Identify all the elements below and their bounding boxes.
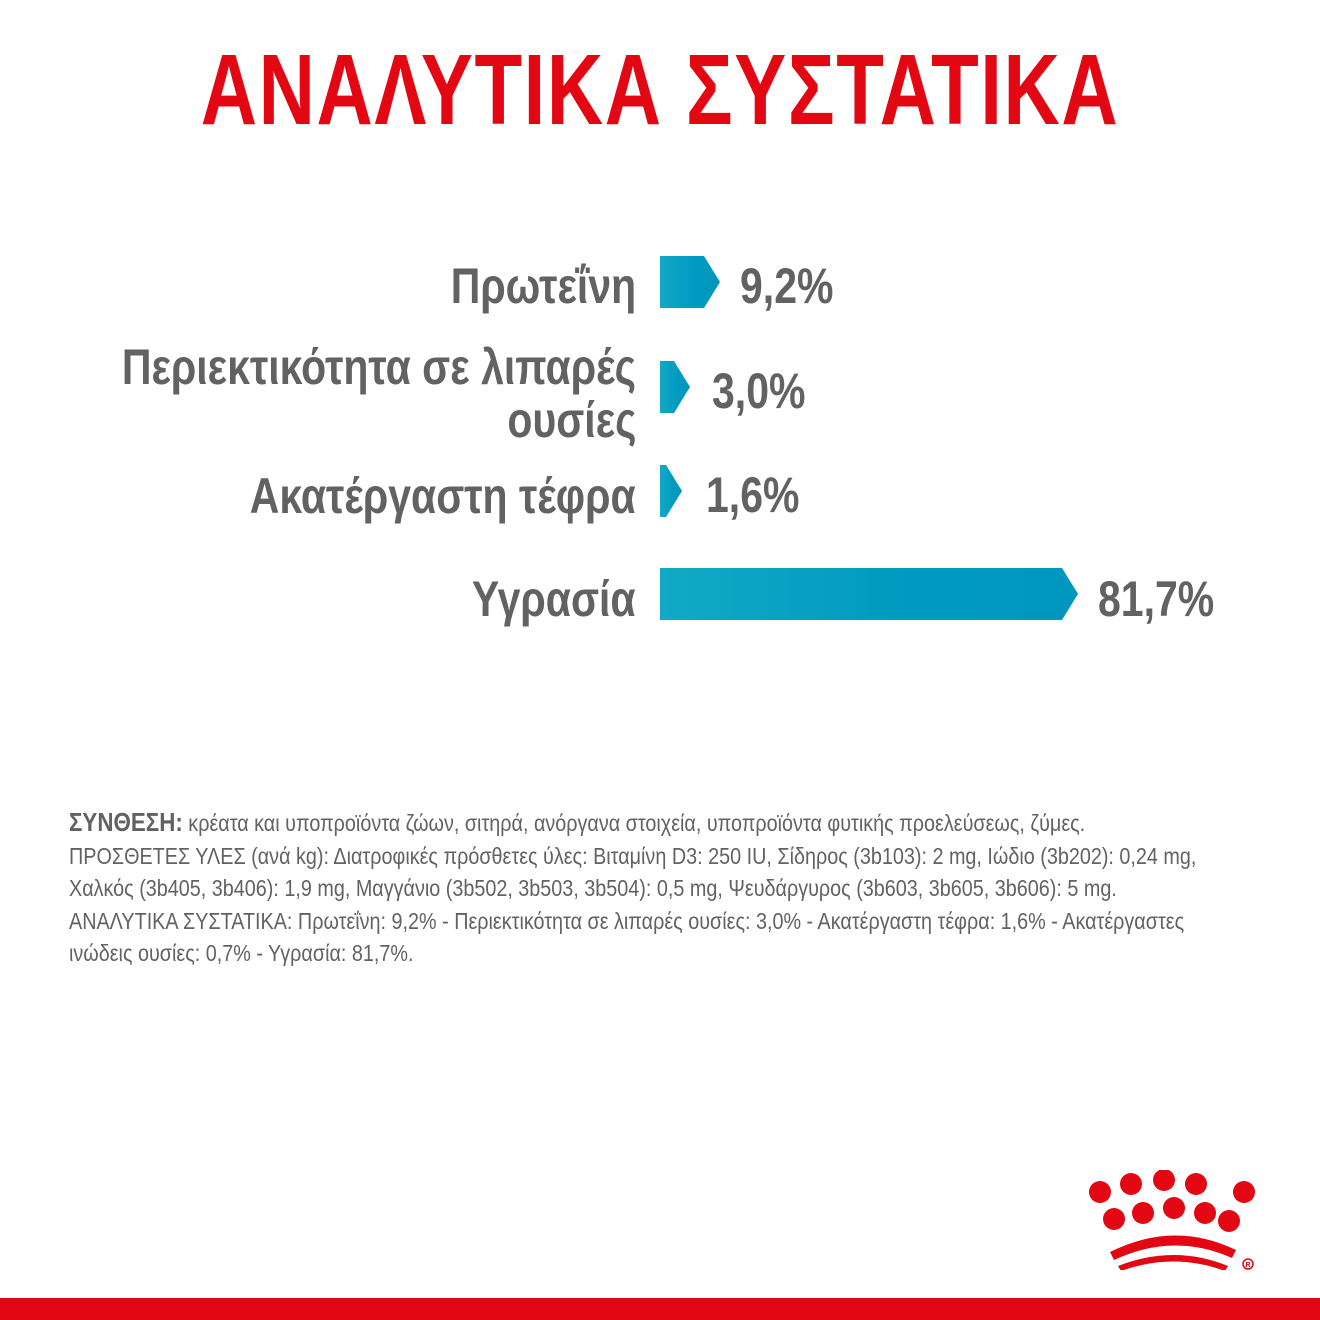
- analytical-constituents-chart: Πρωτεΐνη 9,2% Περιεκτικότητα σε λιπαρές …: [121, 256, 1215, 627]
- composition-text: ΣΥΝΘΕΣΗ: κρέατα και υποπροϊόντα ζώων, σι…: [69, 806, 1249, 970]
- bar-label: Περιεκτικότητα σε λιπαρές: [121, 339, 636, 395]
- bar-label: Υγρασία: [472, 571, 636, 627]
- bar-ash: [660, 465, 682, 517]
- bar-fat: [660, 361, 690, 413]
- crown-logo-icon: R: [1089, 1170, 1255, 1270]
- bar-label-continued: ουσίες: [506, 392, 636, 448]
- bar-value: 1,6%: [706, 467, 800, 523]
- bar-value: 81,7%: [1098, 571, 1215, 627]
- composition-ingredients: ΣΥΝΘΕΣΗ: κρέατα και υποπροϊόντα ζώων, σι…: [69, 806, 1249, 840]
- composition-ingredients-text: κρέατα και υποπροϊόντα ζώων, σιτηρά, ανό…: [182, 810, 1086, 836]
- bar-label: Πρωτεΐνη: [450, 258, 636, 314]
- page-title: ΑΝΑΛΥΤΙΚΑ ΣΥΣΤΑΤΙΚΑ: [200, 34, 1120, 146]
- svg-text:R: R: [1245, 1262, 1250, 1269]
- bar-moisture: [660, 568, 1078, 620]
- bar-protein: [660, 256, 720, 308]
- footer-brand-bar: [0, 1298, 1320, 1320]
- composition-lead: ΣΥΝΘΕΣΗ:: [69, 807, 183, 837]
- bar-label: Ακατέργαστη τέφρα: [250, 468, 636, 524]
- bar-value: 9,2%: [740, 258, 834, 314]
- composition-additives: ΠΡΟΣΘΕΤΕΣ ΥΛΕΣ (ανά kg): Διατροφικές πρό…: [69, 842, 1197, 902]
- bar-value: 3,0%: [712, 363, 806, 419]
- composition-analytical: ΑΝΑΛΥΤΙΚΑ ΣΥΣΤΑΤΙΚΑ: Πρωτεΐνη: 9,2% - Πε…: [69, 907, 1185, 967]
